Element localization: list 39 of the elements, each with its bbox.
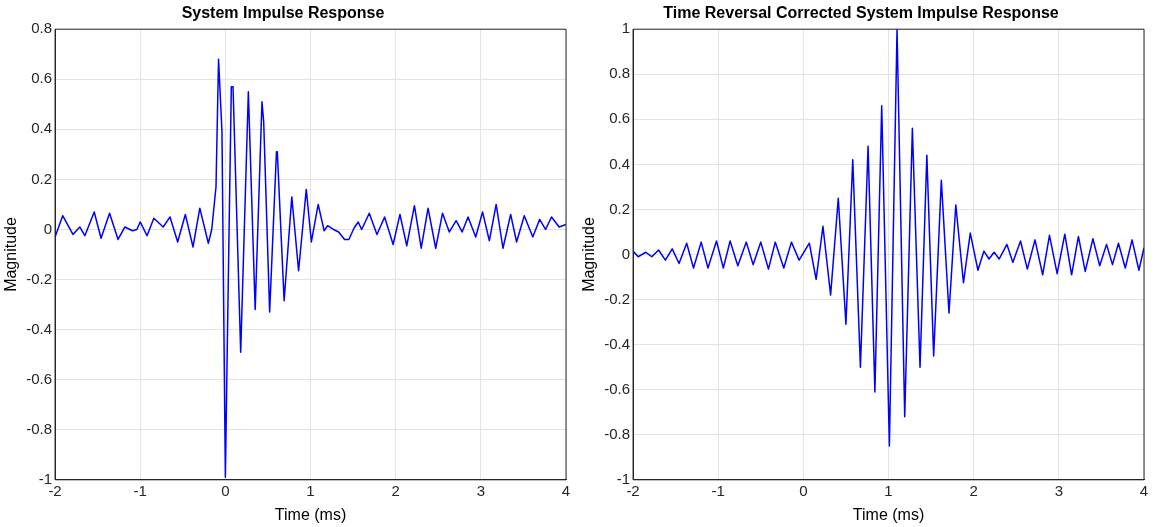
y-tick-label: -0.2 xyxy=(26,269,53,287)
x-tick-label: 0 xyxy=(221,481,230,499)
x-tick-label: 3 xyxy=(476,481,486,499)
y-tick-label: -0.8 xyxy=(26,419,53,437)
y-tick-label: -0.4 xyxy=(604,334,631,352)
chart-title: Time Reversal Corrected System Impulse Response xyxy=(663,4,1059,22)
y-tick-label: -1 xyxy=(616,469,631,487)
y-tick-label: -0.4 xyxy=(26,319,53,337)
x-tick-label: 4 xyxy=(561,481,571,499)
y-tick-label: 0.8 xyxy=(609,64,631,82)
x-tick-label: 1 xyxy=(306,481,315,499)
y-tick-label: 0.4 xyxy=(31,119,53,137)
x-tick-label: 2 xyxy=(969,481,978,499)
x-axis-title: Time (ms) xyxy=(852,505,925,523)
y-tick-label: 0.6 xyxy=(609,109,631,127)
x-tick-label: 2 xyxy=(391,481,400,499)
y-tick-label: 0 xyxy=(621,244,631,262)
x-tick-label: -1 xyxy=(133,481,147,499)
y-tick-label: -0.2 xyxy=(604,289,631,307)
y-tick-label: 0 xyxy=(43,219,53,237)
x-tick-label: -1 xyxy=(711,481,725,499)
x-tick-label: 4 xyxy=(1139,481,1149,499)
x-axis-title: Time (ms) xyxy=(274,505,347,523)
x-tick-label: 3 xyxy=(1054,481,1064,499)
chart-title: System Impulse Response xyxy=(181,4,385,22)
x-tick-label: 0 xyxy=(799,481,808,499)
y-tick-label: 0.4 xyxy=(609,154,631,172)
y-axis-title: Magnitude xyxy=(2,217,20,292)
y-tick-label: 0.2 xyxy=(609,199,631,217)
y-tick-label: 1 xyxy=(621,19,631,37)
y-tick-label: -0.6 xyxy=(604,379,631,397)
y-tick-label: 0.8 xyxy=(31,19,53,37)
y-axis-title: Magnitude xyxy=(580,217,598,292)
y-tick-label: -0.6 xyxy=(26,369,53,387)
y-tick-label: 0.6 xyxy=(31,69,53,87)
y-tick-label: 0.2 xyxy=(31,169,53,187)
y-tick-label: -1 xyxy=(38,469,53,487)
x-tick-label: 1 xyxy=(884,481,893,499)
y-tick-label: -0.8 xyxy=(604,424,631,442)
